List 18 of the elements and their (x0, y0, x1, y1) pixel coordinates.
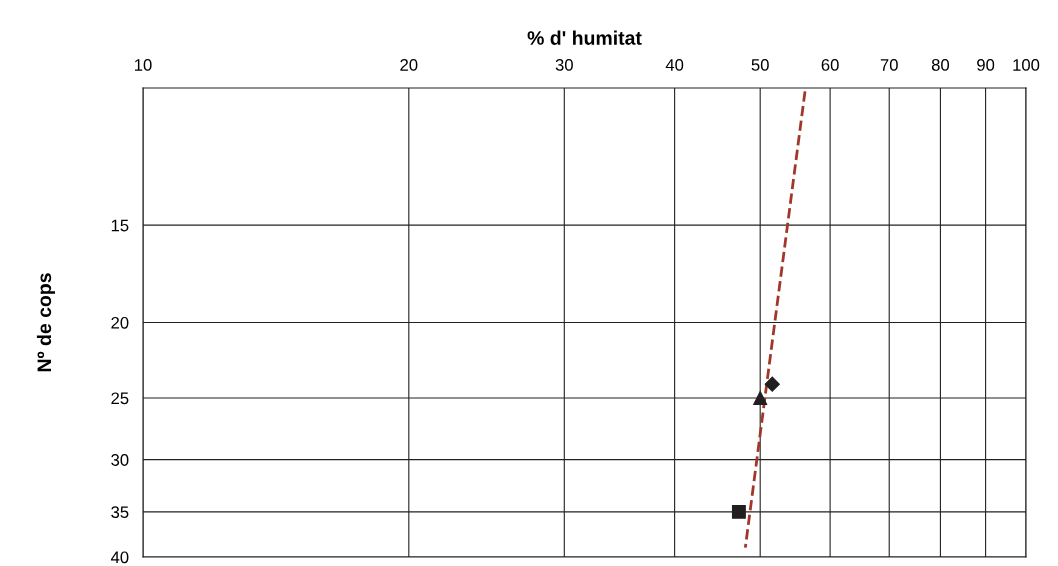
x-tick-label: 50 (751, 59, 769, 71)
x-axis-title: % d' humitat (527, 30, 642, 45)
x-tick-label: 70 (880, 59, 898, 71)
x-tick-label: 20 (400, 59, 418, 71)
x-tick-label: 90 (977, 59, 995, 71)
x-tick-label: 100 (1013, 59, 1040, 71)
x-tick-label: 80 (931, 59, 950, 71)
x-tick-label: 60 (821, 59, 839, 71)
x-tick-label: 40 (665, 59, 684, 71)
y-tick-label: 40 (110, 551, 129, 564)
x-tick-label: 10 (135, 59, 152, 71)
y-tick-label: 20 (111, 316, 129, 329)
y-tick-label: 25 (111, 392, 129, 405)
y-tick-label: 15 (111, 219, 129, 232)
x-tick-label: 30 (555, 59, 573, 71)
y-tick-label: 30 (111, 454, 129, 466)
y-tick-label: 35 (111, 506, 129, 519)
y-axis-title: Nº de cops (36, 273, 56, 372)
